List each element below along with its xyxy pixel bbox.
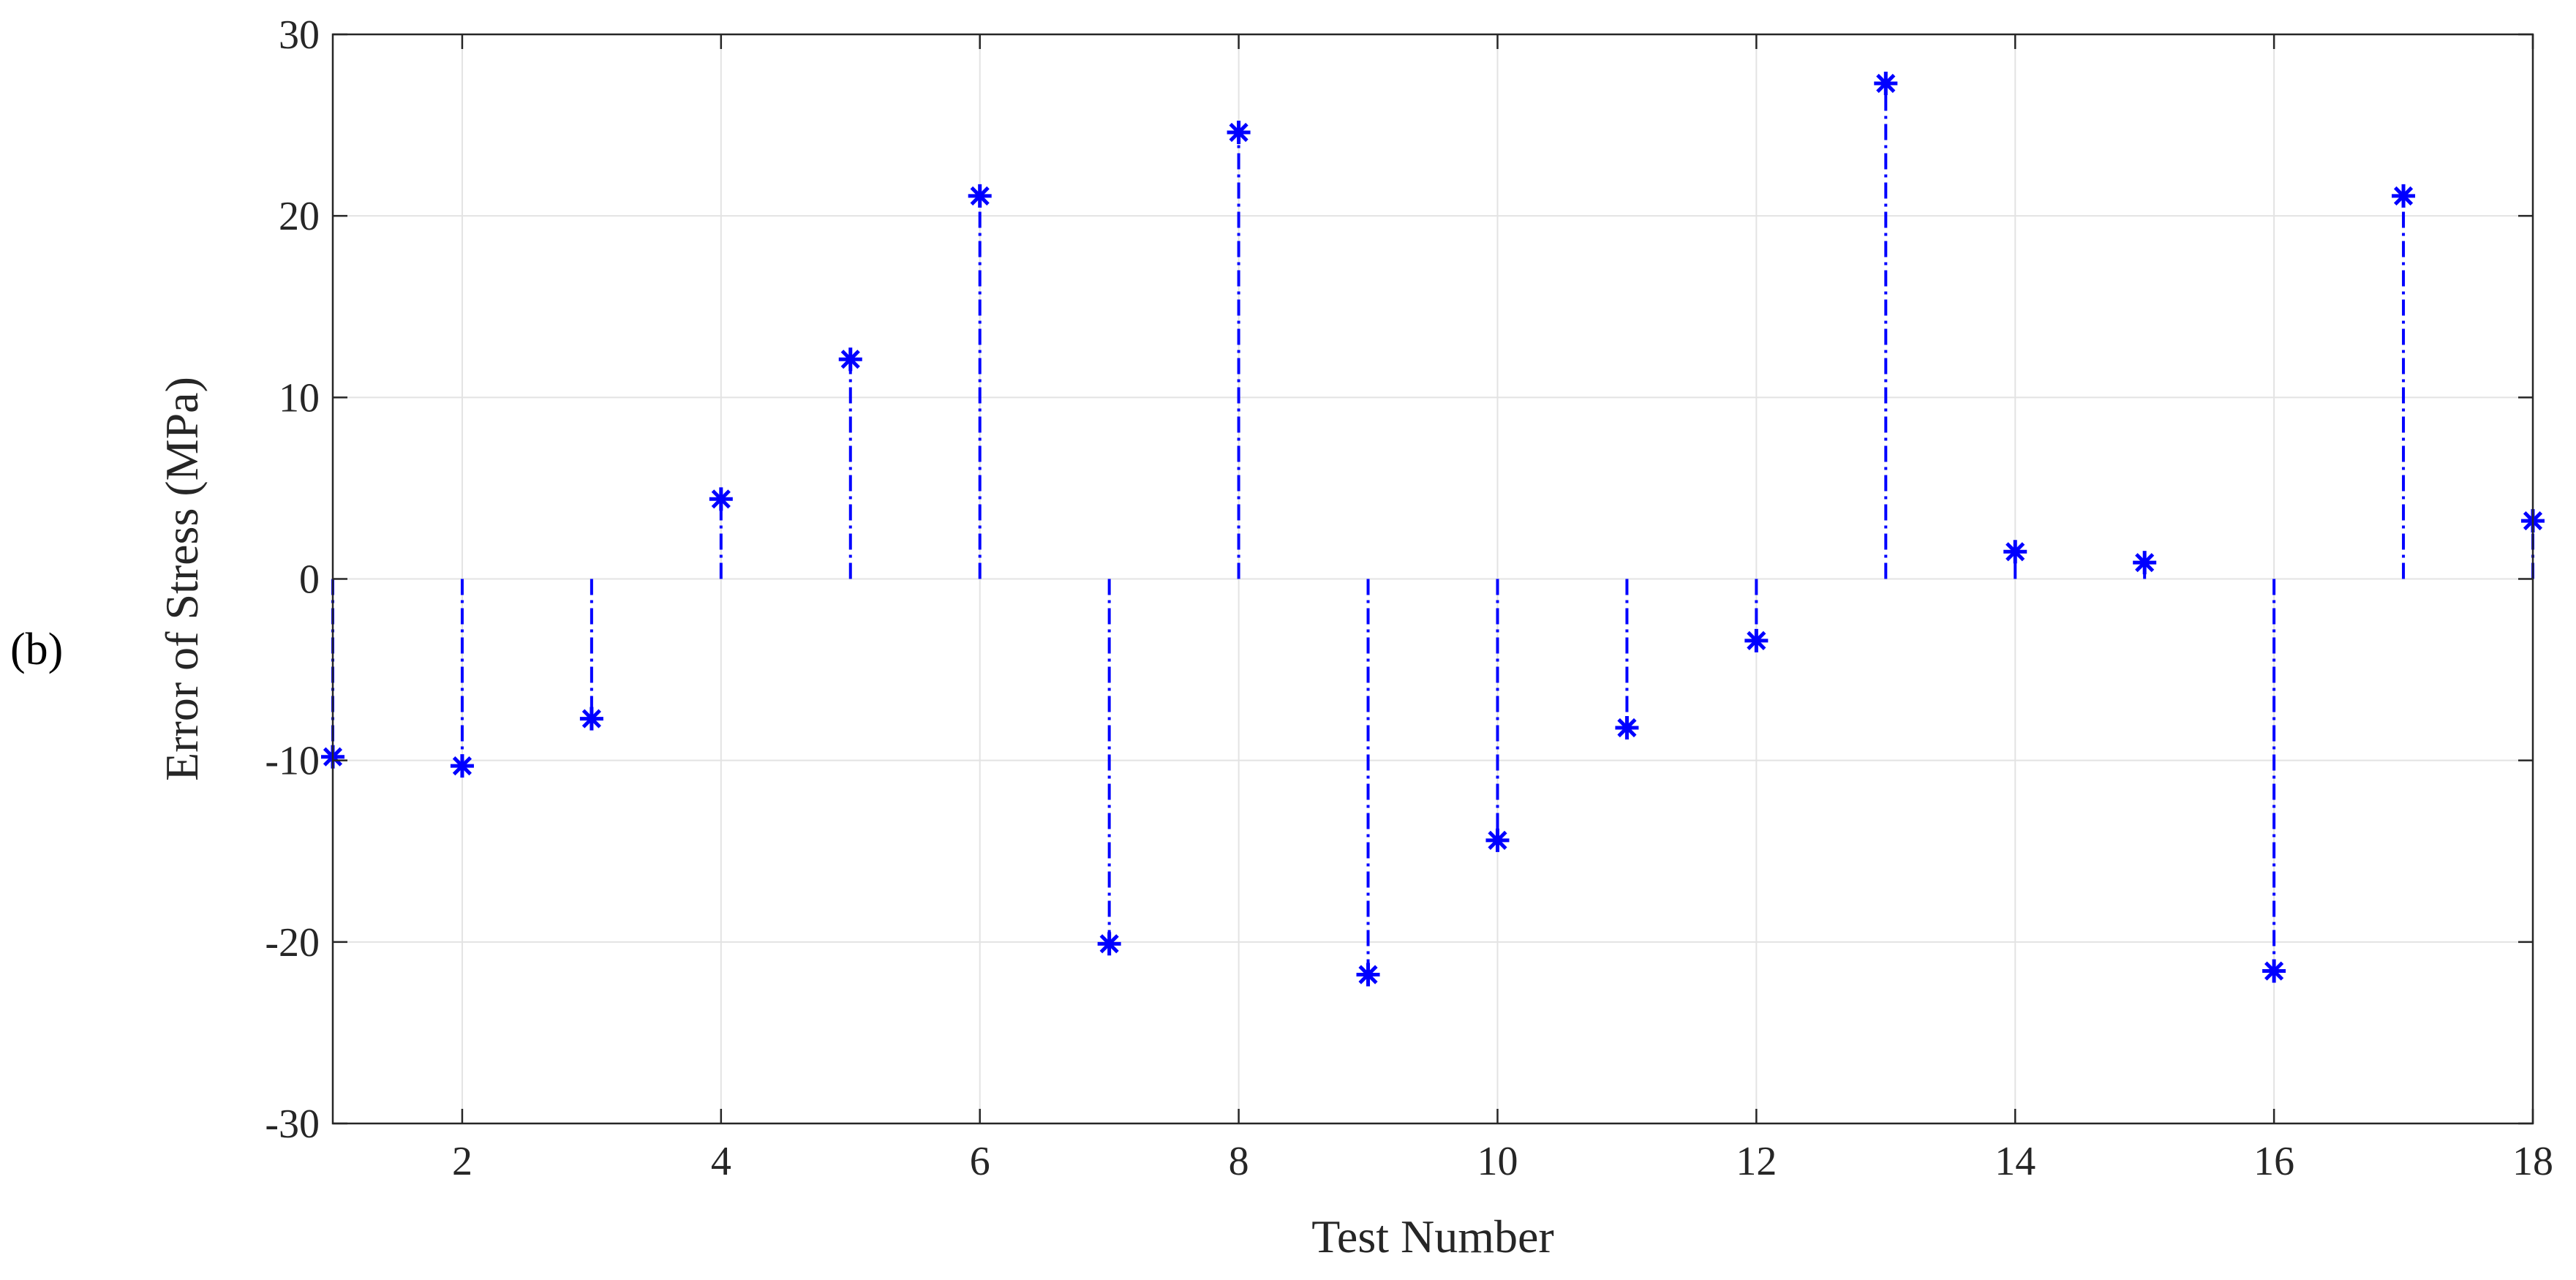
stem-point: [579, 579, 603, 731]
x-tick-label: 8: [1229, 1139, 1249, 1184]
asterisk-marker: [450, 754, 474, 778]
asterisk-marker: [968, 184, 992, 208]
stem-point: [1874, 72, 1898, 579]
stem-point: [1744, 579, 1769, 652]
y-tick-label: 30: [279, 12, 320, 58]
x-tick-label: 4: [711, 1139, 731, 1184]
asterisk-marker: [1874, 72, 1898, 96]
y-tick-label: 0: [299, 557, 320, 603]
stem-point: [1097, 579, 1121, 956]
x-tick-label: 12: [1736, 1139, 1777, 1184]
asterisk-marker: [1485, 828, 1510, 852]
x-tick-label: 16: [2253, 1139, 2294, 1184]
x-tick-label: 18: [2512, 1139, 2553, 1184]
stem-point: [2262, 579, 2286, 983]
x-axis-title: Test Number: [1311, 1211, 1553, 1262]
stem-point: [1227, 121, 1251, 579]
asterisk-marker: [1615, 715, 1639, 739]
grid: [333, 34, 2533, 1123]
asterisk-marker: [709, 487, 733, 511]
y-tick-label: -10: [265, 739, 320, 784]
ticks: 2 4 6 8 10 12 14 16 18 -30 -20 -10 0 10 20 30: [265, 12, 2553, 1184]
stem-point: [838, 347, 862, 579]
asterisk-marker: [1227, 121, 1251, 145]
y-tick-label: 10: [279, 375, 320, 421]
asterisk-marker: [2392, 184, 2416, 208]
asterisk-marker: [1097, 932, 1121, 956]
stem-point: [2003, 540, 2027, 579]
asterisk-marker: [2262, 959, 2286, 983]
x-tick-label: 6: [970, 1139, 990, 1184]
x-tick-label: 2: [452, 1139, 472, 1184]
stem-point: [1485, 579, 1510, 852]
stem-point: [1615, 579, 1639, 739]
x-tick-label: 14: [1995, 1139, 2035, 1184]
stem-point: [2392, 184, 2416, 579]
stem-point: [2133, 551, 2157, 579]
y-tick-label: 20: [279, 194, 320, 239]
asterisk-marker: [579, 707, 603, 731]
stem-point: [968, 184, 992, 579]
y-tick-label: -20: [265, 920, 320, 965]
y-tick-label: -30: [265, 1102, 320, 1147]
panel-label: (b): [10, 625, 63, 674]
asterisk-marker: [838, 347, 862, 372]
x-tick-label: 10: [1477, 1139, 1518, 1184]
asterisk-marker: [2003, 540, 2027, 564]
asterisk-marker: [1744, 628, 1769, 652]
asterisk-marker: [2133, 551, 2157, 575]
stem-point: [709, 487, 733, 579]
stem-point: [1356, 579, 1380, 987]
asterisk-marker: [1356, 963, 1380, 987]
stems: [321, 72, 2545, 987]
y-axis-title: Error of Stress (MPa): [156, 377, 208, 781]
stem-point: [450, 579, 474, 778]
